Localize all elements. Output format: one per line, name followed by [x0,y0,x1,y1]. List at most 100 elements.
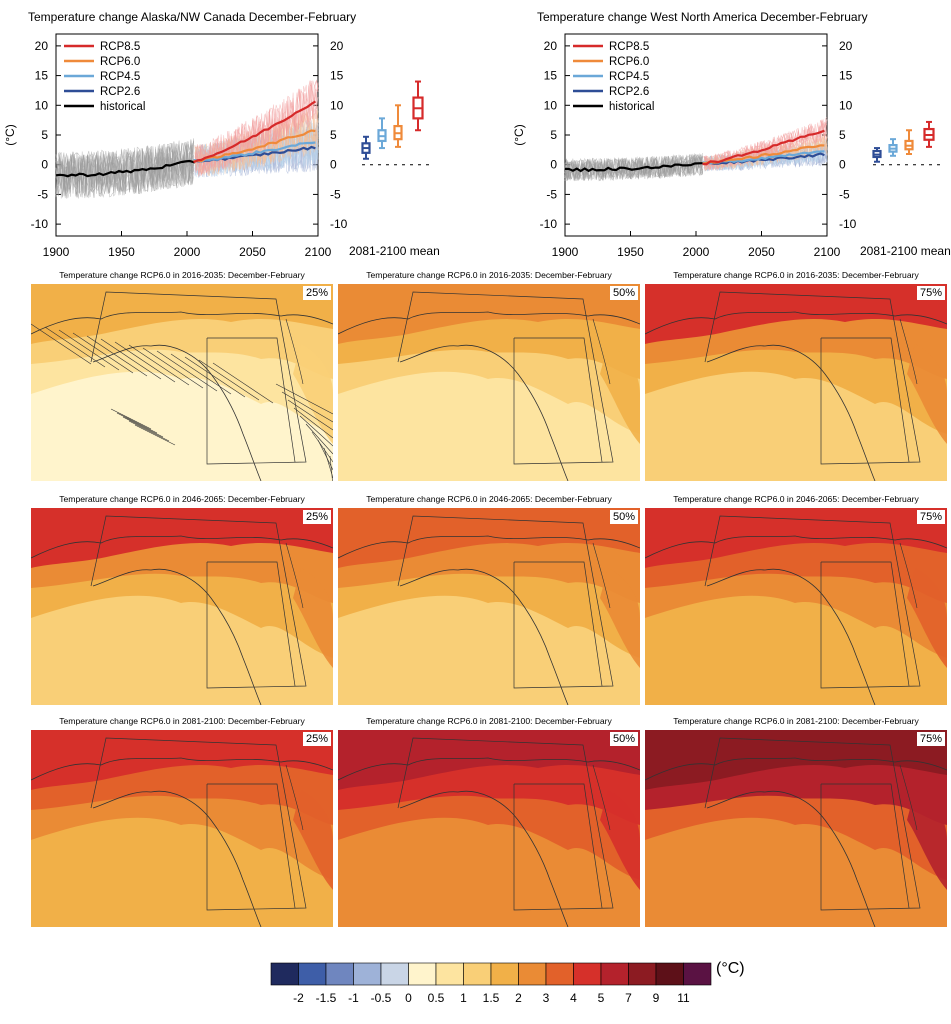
hatch-line [305,423,333,455]
y-tick-label-right: 0 [330,158,337,172]
region-outline [704,291,921,465]
map-title: Temperature change RCP6.0 in 2081-2100: … [366,716,612,726]
rcp-mean-line [193,129,316,163]
y-tick-label-right: -5 [330,187,341,201]
timeseries-chart-alaska: -10 -10 -5 -5 0 0 5 5 10 10 15 15 20 20 1900 1950 2000 20… [3,33,430,259]
hatch-line [275,383,333,415]
y-tick-label-left: -10 [540,217,558,231]
legend-label: RCP8.5 [609,41,649,53]
region-outline [397,737,614,911]
rcp-mean-line [702,152,825,166]
coastline [399,568,569,705]
percentile-label: 50% [609,286,638,300]
colorbar-tick-label: 0.5 [428,991,445,1005]
x-tick-label: 2000 [683,245,710,259]
map-fill [645,284,947,344]
hatch-line [329,455,333,481]
legend: RCP8.5 RCP6.0 RCP4.5 RCP2.6 historical [64,41,145,113]
map-image [31,508,333,705]
colorbar-segment [380,962,409,986]
map-fill [338,284,640,344]
map-fill [293,344,333,444]
colorbar-segment [628,962,657,986]
mean-label-west-na: 2081-2100 mean [860,244,951,258]
legend-label: RCP2.6 [100,86,140,98]
y-tick-label-left: 5 [41,128,48,142]
y-tick-label-left: 0 [550,158,557,172]
map-fill [31,730,333,790]
hatch-line [184,356,246,398]
coastline [645,535,947,559]
hatch-line [31,323,92,365]
map-fill [338,730,640,790]
coastline [899,542,918,609]
coastline [31,535,333,559]
map-fill [31,284,333,344]
map-fill [338,508,640,568]
map-panel: 25% [31,730,333,927]
x-tick-label: 2050 [748,245,775,259]
map-fill [907,344,947,444]
region-outline [704,737,921,911]
historical-member [564,154,703,180]
colorbar: -2 -1.5 -1 -0.5 0 0.5 1 1.5 2 3 4 5 7 9 11 [270,962,712,1005]
coastline [31,757,333,781]
y-tick-label-left: 10 [544,98,558,112]
hatch-line [114,341,176,383]
hatch-line [110,408,152,430]
hatch-line [128,344,190,386]
percentile-label: 75% [916,732,945,746]
y-tick-label-right: 0 [839,158,846,172]
hatch-line [299,415,333,447]
y-tick-label-right: 15 [330,69,344,83]
hatch-line [142,347,204,389]
hatch-line [293,407,333,439]
y-tick-label-right: 20 [839,39,853,53]
region-outline [90,737,307,911]
colorbar-tick-label: -0.5 [371,991,392,1005]
historical-mean-line [564,162,704,173]
map-fill [600,344,640,444]
map-fill [31,508,333,568]
coastline [592,542,611,609]
coastline [645,311,947,335]
boxplots [361,80,430,166]
legend-label: historical [609,101,654,113]
hatch-line [311,431,333,463]
map-image [31,730,333,927]
y-tick-label-right: 10 [839,98,853,112]
coastline [31,311,333,335]
region-outline [514,783,603,909]
historical-member [55,142,194,196]
map-title: Temperature change RCP6.0 in 2046-2065: … [673,494,919,504]
map-title: Temperature change RCP6.0 in 2046-2065: … [59,494,305,504]
colorbar-segment [518,962,547,986]
map-fill [600,790,640,890]
rcp-member [194,80,319,176]
hatch-line [281,391,333,423]
region-outline [207,561,296,687]
y-tick-label-left: 20 [35,39,49,53]
coastline [92,790,262,927]
coastline [285,764,304,831]
hatching [31,323,333,481]
y-tick-label-right: 15 [839,69,853,83]
colorbar-tick-label: 5 [598,991,605,1005]
map-title: Temperature change RCP6.0 in 2016-2035: … [673,270,919,280]
region-outline [90,291,307,465]
map-fill [293,790,333,890]
y-tick-label-left: -10 [31,217,49,231]
colorbar-segment [545,962,574,986]
rcp-member [703,120,828,167]
map-fill [907,790,947,890]
panel-title-west-na: Temperature change West North America De… [537,10,868,24]
region-outline [207,783,296,909]
map-panel: 75% [645,508,947,705]
region-outline [821,561,910,687]
hatch-line [128,420,170,442]
coastline [285,318,304,385]
map-image [645,508,947,705]
panel-title-alaska: Temperature change Alaska/NW Canada Dece… [28,10,357,24]
map-title: Temperature change RCP6.0 in 2016-2035: … [59,270,305,280]
coastline [399,790,569,927]
